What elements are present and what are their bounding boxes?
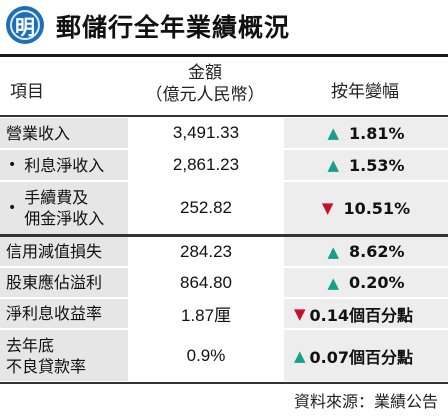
table-row: 營業收入 3,491.33 ▲ 1.81%: [0, 118, 448, 148]
row-label: 去年底 不良貸款率: [0, 330, 128, 381]
row-value: 1.87厘: [180, 306, 232, 325]
row-value: 2,861.23: [172, 155, 240, 174]
row-change: ▲ 1.53%: [284, 150, 448, 180]
row-value: 864.80: [180, 272, 232, 292]
table-row: 去年底 不良貸款率 0.9% ▲ 0.07個百分點: [0, 330, 448, 381]
footer-divider: [0, 382, 448, 384]
row-label: 股東應佔溢利: [0, 268, 128, 297]
row-label: 信用減值損失: [0, 237, 128, 266]
down-triangle-icon: ▼: [321, 199, 334, 217]
bullet-icon: •: [8, 156, 17, 173]
column-header-item: 項目: [10, 82, 44, 102]
row-change: ▲ 1.81%: [284, 118, 448, 148]
column-header-amount: 金額 （億元人民幣）: [130, 62, 280, 116]
table-row: • 利息淨收入 2,861.23 ▲ 1.53%: [0, 150, 448, 180]
header: 明 郵儲行全年業績概況: [0, 0, 448, 57]
row-value: 252.82: [180, 198, 232, 217]
row-label: • 利息淨收入: [0, 150, 128, 180]
table-row: 股東應佔溢利 864.80 ▲ 0.20%: [0, 268, 448, 297]
bullet-icon: •: [8, 199, 17, 216]
table-row: 淨利息收益率 1.87厘 ▼ 0.14個百分點: [0, 299, 448, 328]
header-divider: [0, 115, 448, 117]
row-value: 284.23: [180, 241, 232, 261]
down-triangle-icon: ▼: [294, 304, 306, 323]
table-row: 信用減值損失 284.23 ▲ 8.62%: [0, 237, 448, 266]
row-change: ▲ 0.20%: [284, 268, 448, 297]
row-label: 淨利息收益率: [0, 299, 128, 328]
up-triangle-icon: ▲: [294, 346, 306, 365]
source-note: 資料來源：業績公告: [293, 392, 438, 411]
page-title: 郵儲行全年業績概況: [56, 13, 291, 42]
column-header-amount-unit: （億元人民幣）: [145, 85, 265, 105]
table-row: • 手續費及 佣金淨收入 252.82 ▼ 10.51%: [0, 182, 448, 234]
logo-icon: 明: [6, 6, 44, 44]
row-change: ▲ 8.62%: [284, 237, 448, 266]
row-value: 0.9%: [186, 345, 226, 365]
up-triangle-icon: ▲: [327, 242, 340, 261]
up-triangle-icon: ▲: [327, 156, 340, 174]
row-change: ▼ 0.14個百分點: [284, 299, 448, 328]
row-change: ▲ 0.07個百分點: [284, 330, 448, 381]
title-divider: [0, 54, 448, 57]
row-label: 營業收入: [0, 118, 128, 148]
column-header-amount-title: 金額: [188, 63, 222, 83]
row-label: • 手續費及 佣金淨收入: [0, 182, 128, 234]
row-change: ▼ 10.51%: [284, 182, 448, 234]
up-triangle-icon: ▲: [327, 273, 340, 292]
up-triangle-icon: ▲: [327, 124, 340, 142]
row-value: 3,491.33: [172, 123, 240, 142]
column-header-change: 按年變幅: [331, 82, 399, 102]
